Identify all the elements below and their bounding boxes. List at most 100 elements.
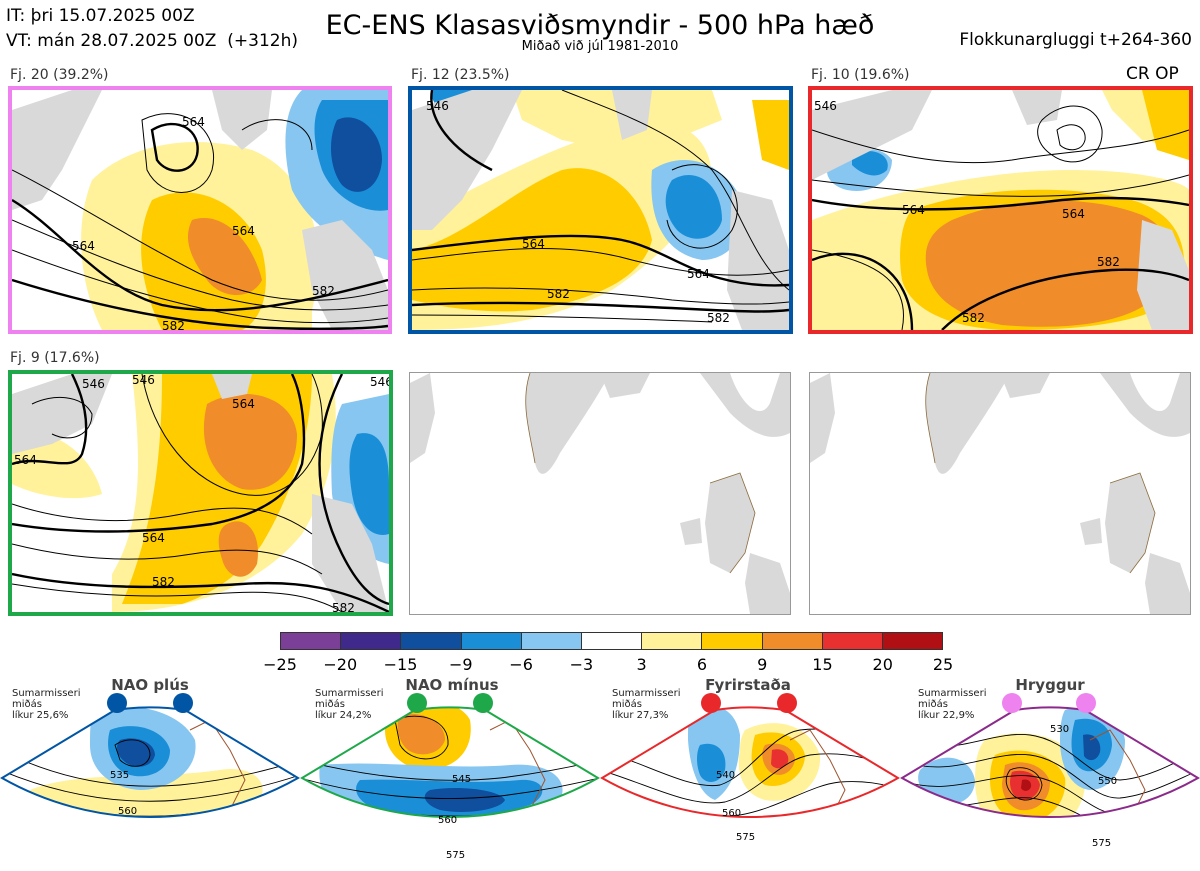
base-map	[810, 373, 1190, 614]
regime-info-line: miðás	[12, 699, 42, 710]
regime-info: Sumarmisseri miðás líkur 27,3%	[612, 688, 680, 721]
regime-info-line: líkur 22,9%	[918, 710, 975, 721]
regime-marker	[107, 693, 127, 713]
regime-info: Sumarmisseri miðás líkur 22,9%	[918, 688, 986, 721]
colorbar-swatch	[762, 633, 823, 649]
regime-info-line: líkur 24,2%	[315, 710, 372, 721]
regime-info-line: miðás	[612, 699, 642, 710]
colorbar-tick-label: −3	[569, 655, 594, 674]
regime-marker	[173, 693, 193, 713]
cluster-map-panel: 546 564 564 582 582	[808, 86, 1193, 334]
regime-info-line: Sumarmisseri	[315, 688, 384, 699]
contour-label: 540	[716, 770, 735, 781]
contour-label: 546	[814, 99, 837, 113]
colorbar-tick-label: −6	[509, 655, 533, 674]
colorbar-swatch	[642, 633, 703, 649]
contour-label: 546	[370, 375, 389, 389]
contour-label: 546	[132, 374, 155, 387]
colorbar-tick-label: −9	[449, 655, 473, 674]
colorbar-swatch	[822, 633, 883, 649]
contour-label: 550	[1098, 776, 1117, 787]
regime-marker	[407, 693, 427, 713]
contour-label: 582	[162, 319, 185, 330]
regime-info-line: Sumarmisseri	[918, 688, 987, 699]
colorbar-swatch	[461, 633, 522, 649]
weather-regimes: 535 560 545 560 575	[0, 693, 1200, 861]
contour-label: 564	[182, 115, 205, 129]
base-map	[410, 373, 790, 614]
contour-label: 546	[426, 99, 449, 113]
regime-info-line: Sumarmisseri	[12, 688, 81, 699]
contour-label: 582	[152, 575, 175, 589]
contour-label: 564	[522, 237, 545, 251]
cluster-map: 564 564 564 582 582	[12, 90, 388, 330]
cluster-map: 546 564 564 582 582	[812, 90, 1189, 330]
page-title: EC-ENS Klasasviðsmyndir - 500 hPa hæð	[325, 10, 875, 41]
contour-label: 535	[110, 770, 129, 781]
contour-label: 575	[446, 850, 465, 861]
init-time-block: IT: þri 15.07.2025 00Z VT: mán 28.07.202…	[6, 4, 298, 54]
contour-label: 582	[312, 284, 335, 298]
contour-label: 582	[332, 601, 355, 612]
regime-title: NAO plús	[111, 676, 189, 694]
colorbar-swatch	[882, 633, 943, 649]
contour-label: 564	[142, 531, 165, 545]
regime-frame	[900, 706, 1200, 819]
control-operational-label: CR OP	[1126, 64, 1179, 84]
cluster-label: Fj. 9 (17.6%)	[10, 350, 100, 366]
colorbar-tick-label: 9	[757, 655, 768, 674]
regime-marker	[473, 693, 493, 713]
contour-label: 560	[118, 806, 137, 817]
contour-label: 564	[232, 397, 255, 411]
empty-map-panel	[409, 372, 791, 615]
colorbar-tick-label: 15	[812, 655, 833, 674]
colorbar-tick-label: −15	[383, 655, 418, 674]
contour-label: 564	[14, 453, 37, 467]
regime-info-line: Sumarmisseri	[612, 688, 681, 699]
empty-map-panel	[809, 372, 1191, 615]
init-time: IT: þri 15.07.2025 00Z	[6, 6, 195, 26]
colorbar-swatch	[702, 633, 763, 649]
contour-label: 546	[82, 377, 105, 391]
regime-info-line: líkur 25,6%	[12, 710, 69, 721]
anomaly-colorbar	[280, 632, 943, 650]
contour-label: 582	[547, 287, 570, 301]
contour-label: 564	[902, 203, 925, 217]
contour-label: 582	[707, 311, 730, 325]
contour-label: 582	[1097, 255, 1120, 269]
regime-frame	[600, 706, 900, 819]
contour-label: 575	[736, 832, 755, 843]
contour-label: 560	[438, 815, 457, 826]
cluster-map-panel: 546 564 564 582 582	[408, 86, 793, 334]
regime-frame	[0, 706, 300, 819]
regime-info-line: líkur 27,3%	[612, 710, 669, 721]
contour-label: 530	[1050, 724, 1069, 735]
colorbar-tick-label: 6	[696, 655, 707, 674]
regime-frame	[300, 706, 600, 819]
contour-label: 582	[962, 311, 985, 325]
colorbar-swatch	[281, 633, 342, 649]
regime-title: NAO mínus	[405, 676, 499, 694]
cluster-map: 546 546 546 564 564 564 582 582	[12, 374, 389, 612]
colorbar-tick-label: 3	[636, 655, 647, 674]
regime-marker	[1002, 693, 1022, 713]
regime-info-line: miðás	[315, 699, 345, 710]
cluster-map-panel: 564 564 564 582 582	[8, 86, 392, 334]
cluster-map-panel: 546 546 546 564 564 564 582 582	[8, 370, 393, 616]
regime-title: Fyrirstaða	[705, 676, 791, 694]
regime-marker	[701, 693, 721, 713]
contour-label: 545	[452, 774, 471, 785]
valid-time: VT: mán 28.07.2025 00Z (+312h)	[6, 31, 298, 51]
regime-marker	[777, 693, 797, 713]
contour-label: 564	[72, 239, 95, 253]
colorbar-tick-label: −20	[323, 655, 358, 674]
cluster-label: Fj. 12 (23.5%)	[411, 67, 510, 83]
regime-info: Sumarmisseri miðás líkur 25,6%	[12, 688, 80, 721]
cluster-label: Fj. 10 (19.6%)	[811, 67, 910, 83]
colorbar-swatch	[401, 633, 462, 649]
colorbar-swatch	[341, 633, 402, 649]
colorbar-swatch	[581, 633, 643, 649]
contour-label: 564	[232, 224, 255, 238]
contour-label: 560	[722, 808, 741, 819]
regime-info: Sumarmisseri miðás líkur 24,2%	[315, 688, 383, 721]
